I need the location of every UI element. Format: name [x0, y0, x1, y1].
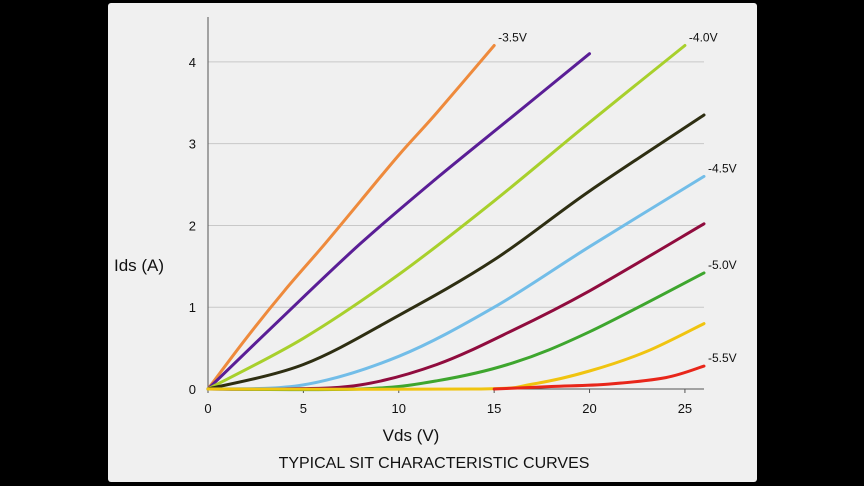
- series-line-3: [206, 44, 687, 391]
- series-label: -4.5V: [708, 161, 737, 175]
- series-line-9: [492, 364, 706, 391]
- y-tick-label: 4: [189, 55, 196, 70]
- x-tick-label: 15: [487, 401, 501, 416]
- y-axis-label: Ids (A): [114, 256, 164, 275]
- series-line-1: [206, 44, 496, 391]
- x-tick-label: 10: [392, 401, 406, 416]
- series-line-5: [206, 174, 706, 391]
- y-tick-label: 3: [189, 137, 196, 152]
- tick-labels: 0 1 2 3 4 0 5 10 15 20 25: [189, 55, 692, 416]
- y-tick-label: 1: [189, 300, 196, 315]
- slide-panel: -3.5V -4.0V -4.5V -5.0V -5.5V 0 1 2 3 4 0 5 10 15 20 2…: [108, 3, 757, 482]
- axes: [207, 17, 704, 393]
- y-tick-label: 0: [189, 382, 196, 397]
- y-tick-label: 2: [189, 218, 196, 233]
- series-labels: -3.5V -4.0V -4.5V -5.0V -5.5V: [498, 31, 737, 366]
- series-lines: [206, 44, 706, 392]
- x-tick-label: 0: [204, 401, 211, 416]
- series-line-6: [206, 222, 706, 391]
- series-line-2: [206, 52, 591, 391]
- series-label: -3.5V: [498, 31, 527, 45]
- series-label: -5.0V: [708, 258, 737, 272]
- series-label: -4.0V: [689, 31, 718, 45]
- chart-title: TYPICAL SIT CHARACTERISTIC CURVES: [279, 455, 590, 472]
- series-line-4: [206, 113, 706, 391]
- grid-lines: [208, 61, 704, 308]
- x-tick-label: 20: [582, 401, 596, 416]
- x-tick-label: 25: [678, 401, 692, 416]
- sit-characteristic-chart: -3.5V -4.0V -4.5V -5.0V -5.5V 0 1 2 3 4 0 5 10 15 20 2…: [114, 17, 737, 472]
- x-axis-label: Vds (V): [383, 426, 440, 445]
- series-label: -5.5V: [708, 351, 737, 365]
- x-tick-label: 5: [300, 401, 307, 416]
- series-line-8: [206, 322, 706, 391]
